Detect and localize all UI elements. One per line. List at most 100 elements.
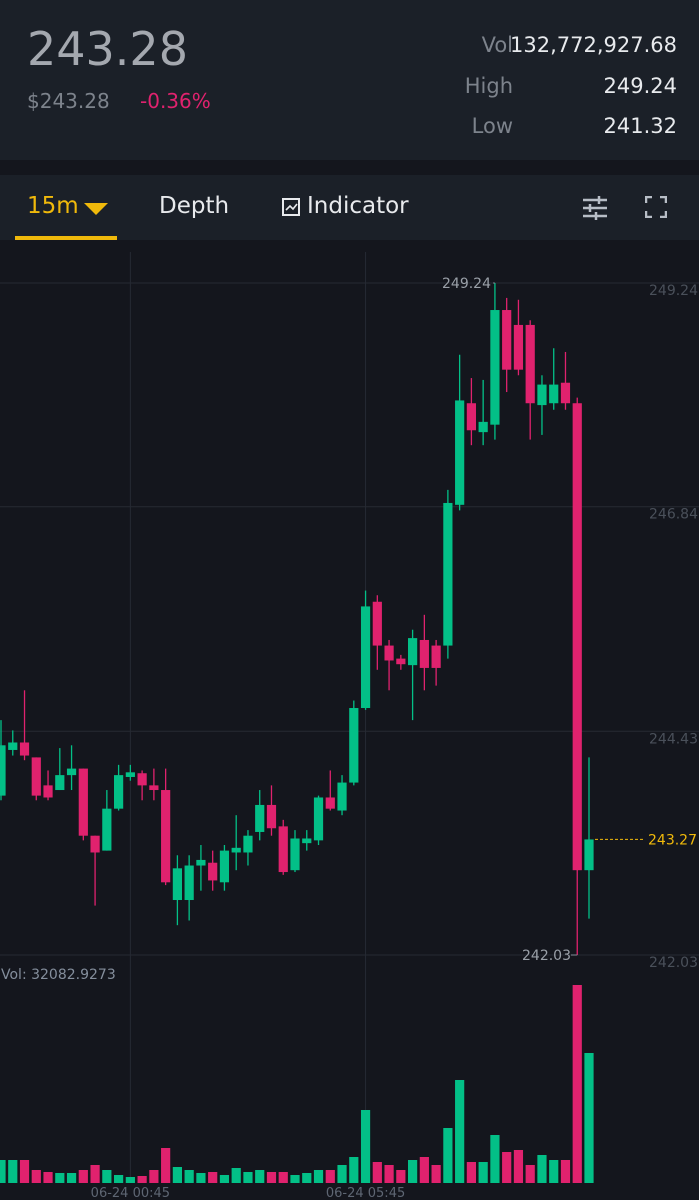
stat-label: Low	[471, 114, 513, 138]
price-change: -0.36%	[140, 89, 211, 113]
candle-body	[208, 862, 218, 881]
fiat-price: $243.28	[27, 89, 110, 113]
candle-body	[349, 708, 359, 783]
indicator-tab[interactable]: Indicator	[307, 193, 409, 219]
volume-bar	[90, 1165, 100, 1183]
candle-body	[372, 601, 382, 646]
low-marker-label: 242.03	[522, 948, 571, 964]
volume-bar	[584, 1053, 594, 1183]
candle-body	[396, 658, 406, 665]
candle-body	[313, 797, 324, 841]
candle-body	[43, 785, 53, 798]
interval-tab[interactable]: 15m	[27, 193, 79, 219]
volume-bar	[255, 1170, 265, 1183]
candle-body	[525, 324, 535, 404]
stat-value: 249.24	[603, 74, 677, 98]
candle-body	[419, 639, 429, 668]
volume-bar	[455, 1080, 465, 1183]
volume-bar	[266, 1171, 277, 1183]
candle-body	[66, 768, 77, 776]
candle-body	[31, 757, 41, 796]
candle-body	[243, 835, 253, 853]
active-underline	[15, 236, 117, 240]
depth-tab[interactable]: Depth	[159, 193, 230, 219]
candle-body	[55, 775, 65, 791]
volume-bar	[360, 1110, 371, 1183]
candle-body	[302, 838, 312, 844]
volume-bar	[478, 1161, 488, 1183]
candle-body	[513, 324, 524, 370]
candle-body	[549, 384, 559, 404]
volume-bar	[208, 1171, 218, 1183]
volume-bar	[337, 1165, 347, 1183]
y-tick-label: 244.43	[649, 731, 698, 747]
candle-body	[19, 742, 30, 756]
fullscreen-icon[interactable]	[645, 196, 667, 218]
volume-bar	[172, 1166, 182, 1183]
volume-bar	[66, 1173, 77, 1183]
volume-bar	[349, 1156, 359, 1183]
candle-body	[290, 838, 300, 871]
volume-bar	[43, 1171, 53, 1183]
candle-body	[114, 775, 124, 809]
volume-bar	[8, 1160, 18, 1183]
y-tick-label: 242.03	[649, 955, 698, 971]
volume-bar	[243, 1171, 253, 1183]
volume-bar	[396, 1170, 406, 1183]
volume-bar	[560, 1160, 571, 1183]
volume-bar	[313, 1170, 324, 1183]
volume-bar	[302, 1173, 312, 1183]
candle-body	[90, 835, 100, 853]
settings-icon[interactable]	[582, 195, 608, 221]
tab-bar	[0, 175, 699, 240]
volume-bar	[114, 1175, 124, 1183]
candle-body	[325, 797, 335, 809]
last-price-label: 243.27	[648, 832, 697, 848]
volume-bar	[419, 1156, 429, 1183]
volume-bar	[125, 1176, 135, 1183]
volume-bar	[161, 1147, 171, 1183]
volume-bar	[549, 1160, 559, 1183]
stat-label: Vol	[481, 33, 513, 57]
candle-body	[584, 839, 594, 871]
volume-bar	[78, 1170, 88, 1183]
candle-body	[443, 502, 453, 646]
candle-body	[149, 785, 159, 791]
candle-body	[102, 808, 112, 851]
volume-bar	[537, 1155, 547, 1183]
candle-body	[478, 421, 488, 433]
candle-body	[266, 804, 277, 829]
volume-bar	[502, 1151, 512, 1183]
volume-bar	[384, 1165, 394, 1183]
volume-bar	[219, 1175, 230, 1183]
candle-body	[466, 403, 476, 431]
volume-bar	[196, 1173, 206, 1183]
candle-body	[337, 782, 347, 811]
volume-bar	[408, 1160, 418, 1183]
volume-bar	[19, 1160, 30, 1183]
candle-body	[231, 847, 241, 853]
candle-body	[219, 850, 230, 883]
x-tick-label: 06-24 05:45	[326, 1186, 405, 1200]
candle-body	[184, 865, 194, 901]
x-tick-label: 06-24 00:45	[91, 1186, 170, 1200]
volume-bar	[278, 1171, 288, 1183]
volume-bar	[372, 1161, 382, 1183]
candle-body	[0, 745, 6, 796]
candle-body	[502, 310, 512, 370]
volume-bar	[231, 1167, 241, 1183]
volume-bar	[149, 1170, 159, 1183]
volume-bar	[290, 1175, 300, 1183]
volume-label: Vol: 32082.9273	[1, 967, 116, 983]
volume-bar	[490, 1135, 500, 1183]
candle-body	[560, 382, 571, 404]
volume-bar	[184, 1170, 194, 1183]
volume-bar	[525, 1165, 535, 1183]
volume-bar	[55, 1173, 65, 1183]
y-tick-label: 246.84	[649, 507, 698, 523]
high-marker-label: 249.24	[442, 276, 491, 292]
candle-body	[125, 772, 135, 777]
indicator-icon	[282, 198, 300, 216]
dropdown-arrow[interactable]	[84, 203, 108, 217]
candlestick-chart: 06-24 00:45 06-24 05:45 249.24 246.84 244.43…	[0, 240, 699, 1200]
